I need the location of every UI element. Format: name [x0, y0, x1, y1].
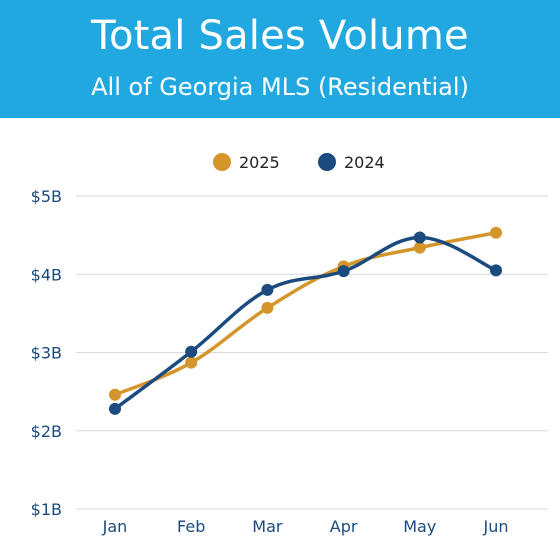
data-point-2024	[261, 283, 274, 296]
gridlines	[76, 195, 548, 510]
data-point-2025	[185, 356, 198, 369]
x-tick-label: Apr	[330, 517, 358, 536]
chart-header: Total Sales Volume All of Georgia MLS (R…	[0, 0, 560, 118]
x-tick-label: Mar	[252, 517, 283, 536]
data-point-2024	[490, 264, 502, 277]
data-point-2025	[109, 388, 121, 401]
y-tick-label: $3B	[31, 344, 62, 363]
x-tick-label: Feb	[177, 517, 205, 536]
x-tick-label: Jan	[102, 517, 128, 536]
chart-subtitle: All of Georgia MLS (Residential)	[91, 73, 469, 101]
data-point-2024	[109, 402, 121, 415]
y-tick-label: $2B	[31, 422, 62, 441]
y-tick-label: $4B	[31, 265, 62, 284]
data-point-2024	[413, 231, 426, 244]
series-line-2025	[113, 231, 498, 397]
x-tick-label: May	[403, 517, 436, 536]
data-point-2024	[337, 265, 350, 278]
series-line-2024	[113, 235, 498, 411]
data-point-2024	[185, 345, 198, 358]
legend: 2025 2024	[213, 153, 385, 172]
x-axis-ticks: Jan Feb Mar Apr May Jun	[102, 517, 509, 536]
data-point-2025	[261, 301, 274, 314]
data-point-2025	[413, 241, 426, 254]
chart-title: Total Sales Volume	[91, 13, 469, 59]
series-lines	[113, 231, 498, 411]
series-points	[109, 226, 502, 415]
data-point-2025	[490, 226, 502, 239]
legend-marker-2025	[213, 153, 231, 171]
x-tick-label: Jun	[483, 517, 509, 536]
legend-label-2024: 2024	[344, 153, 385, 172]
y-axis-ticks: $1B $2B $3B $4B $5B	[31, 187, 62, 519]
legend-label-2025: 2025	[239, 153, 280, 172]
line-chart: $1B$2B$3B$4B$5B Jan Feb Mar Apr May Jun 2025 2…	[31, 153, 548, 536]
y-tick-label: $1B	[31, 500, 62, 519]
legend-marker-2024	[318, 153, 336, 171]
y-tick-label: $5B	[31, 187, 62, 206]
